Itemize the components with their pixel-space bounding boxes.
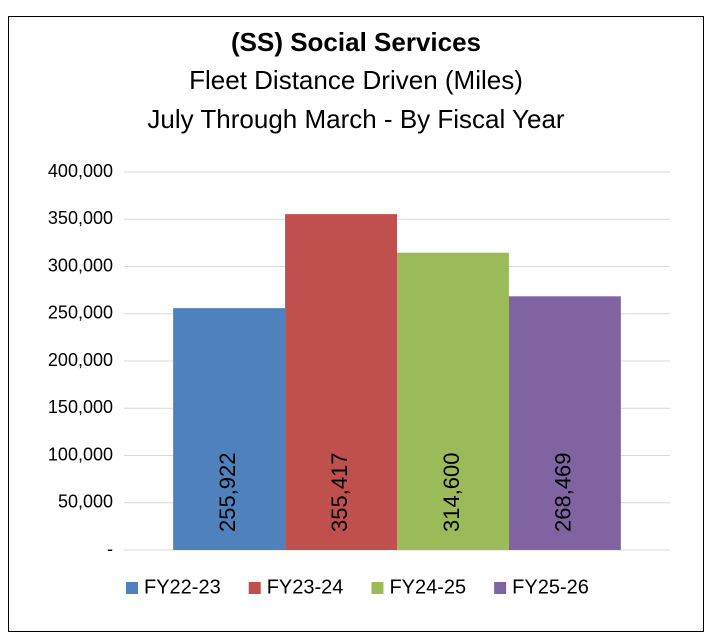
chart-title: (SS) Social Services	[231, 27, 481, 57]
legend-label: FY22-23	[144, 576, 221, 598]
legend-label: FY25-26	[512, 576, 589, 598]
y-tick-label: 200,000	[48, 350, 113, 370]
y-tick-label: -	[107, 539, 113, 559]
chart-subtitle: Fleet Distance Driven (Miles)	[189, 65, 523, 95]
y-tick-label: 300,000	[48, 255, 113, 275]
data-label: 255,922	[215, 452, 240, 532]
legend-swatch	[248, 582, 261, 594]
chart-subtitle: July Through March - By Fiscal Year	[147, 104, 564, 134]
data-label: 268,469	[551, 452, 576, 532]
data-label: 314,600	[439, 452, 464, 532]
legend-swatch	[126, 582, 138, 594]
y-tick-label: 100,000	[48, 444, 113, 464]
bar	[285, 214, 397, 551]
y-tick-label: 50,000	[58, 492, 113, 512]
bar	[397, 252, 509, 550]
bar	[173, 308, 286, 550]
y-tick-label: 250,000	[48, 303, 113, 323]
legend-swatch	[494, 582, 507, 594]
y-tick-label: 150,000	[48, 397, 113, 417]
legend-label: FY24-25	[389, 576, 466, 598]
y-tick-label: 400,000	[48, 161, 113, 181]
legend-label: FY23-24	[267, 576, 344, 598]
data-label: 355,417	[327, 452, 352, 532]
y-tick-label: 350,000	[48, 208, 113, 228]
bar	[508, 296, 621, 550]
legend-swatch	[371, 582, 384, 594]
